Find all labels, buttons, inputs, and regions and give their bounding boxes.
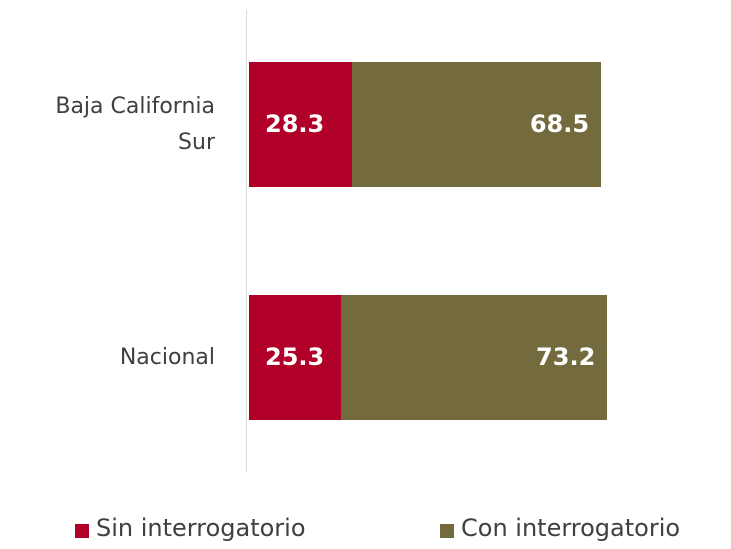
bar-segment — [249, 62, 352, 187]
bar-segment — [249, 295, 341, 420]
value-label: 68.5 — [529, 109, 590, 138]
legend-swatch — [440, 524, 454, 538]
value-label: 25.3 — [265, 342, 325, 371]
category-label: Nacional — [119, 344, 215, 370]
legend-swatch — [75, 524, 89, 538]
legend-label: Con interrogatorio — [461, 514, 681, 542]
value-label: 73.2 — [536, 342, 596, 371]
bar-segment — [351, 62, 601, 187]
legend-label: Sin interrogatorio — [96, 514, 306, 542]
bar-segment — [340, 295, 608, 420]
axis-line — [246, 10, 247, 472]
category-label: Baja California Sur — [55, 93, 215, 155]
value-label: 28.3 — [265, 109, 325, 138]
